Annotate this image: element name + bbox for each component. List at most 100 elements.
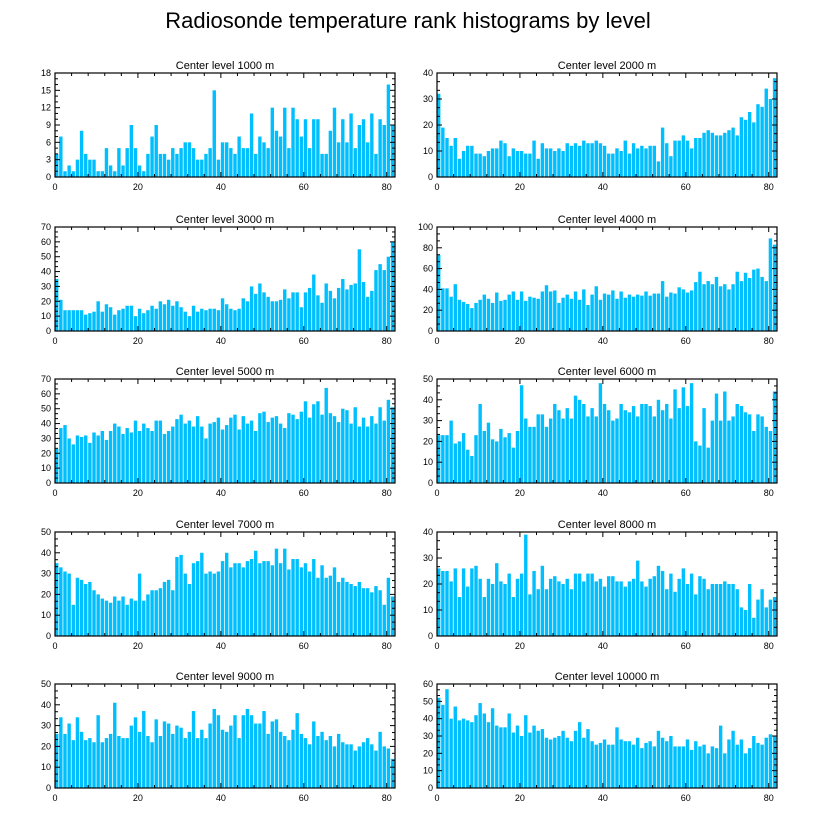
- bar: [511, 291, 516, 331]
- bar: [673, 591, 677, 636]
- bar: [694, 594, 698, 636]
- bar: [739, 739, 744, 788]
- bar: [100, 431, 105, 483]
- bar: [752, 617, 756, 636]
- bar: [262, 142, 266, 177]
- bar: [756, 414, 760, 483]
- bar: [482, 597, 487, 636]
- bar: [96, 301, 100, 331]
- bar: [307, 571, 312, 636]
- bar: [495, 292, 499, 331]
- bar: [245, 301, 250, 331]
- bar: [353, 148, 357, 177]
- y-tick-label: 15: [41, 85, 51, 95]
- bar: [536, 589, 540, 636]
- bar: [437, 255, 441, 331]
- bar: [478, 299, 482, 331]
- bar: [511, 148, 516, 177]
- panel-frame: [54, 378, 396, 484]
- panel-title: Center level 2000 m: [558, 60, 656, 72]
- bar: [532, 571, 536, 636]
- bar: [200, 552, 204, 636]
- y-tick-label: 30: [423, 94, 433, 104]
- bar: [390, 407, 395, 483]
- bar: [59, 717, 63, 788]
- panel-9: Center level 9000 m 0 20 40 60 80 0 10 20 30 40 50: [41, 671, 396, 803]
- bar: [291, 414, 295, 483]
- bar: [254, 293, 258, 331]
- bar: [470, 455, 474, 483]
- chart-main-title: Radiosonde temperature rank histograms b…: [165, 8, 651, 33]
- bar: [187, 142, 192, 177]
- x-tick-label: 20: [515, 182, 525, 192]
- bar: [175, 301, 179, 331]
- bar: [652, 746, 657, 788]
- bar: [515, 151, 520, 177]
- x-tick-label: 0: [52, 488, 57, 498]
- bar: [470, 568, 474, 636]
- bar: [586, 416, 590, 483]
- bar: [96, 435, 100, 483]
- bar: [756, 742, 760, 788]
- bar: [349, 423, 353, 483]
- x-tick-label: 60: [681, 641, 691, 651]
- bar: [258, 283, 262, 331]
- bar: [187, 420, 192, 483]
- bar: [88, 738, 92, 788]
- bar: [685, 140, 690, 177]
- bar: [249, 420, 254, 483]
- bar: [615, 298, 619, 331]
- bar: [577, 573, 582, 636]
- bar: [137, 165, 142, 177]
- bar: [183, 573, 187, 636]
- bar: [287, 413, 291, 483]
- bar: [200, 159, 204, 177]
- bar: [154, 719, 158, 788]
- bar: [96, 171, 100, 177]
- bar: [495, 441, 499, 483]
- bar: [303, 292, 308, 331]
- bar: [108, 165, 113, 177]
- bar: [577, 299, 582, 331]
- bar: [229, 567, 233, 636]
- bar: [191, 305, 196, 331]
- bar: [710, 132, 715, 177]
- bar: [656, 161, 661, 177]
- x-tick-label: 60: [681, 488, 691, 498]
- bar: [561, 151, 565, 177]
- bar: [453, 706, 457, 788]
- bar: [437, 697, 441, 788]
- bar: [166, 431, 171, 483]
- bar: [55, 733, 59, 788]
- bar: [59, 567, 63, 636]
- x-tick-label: 20: [515, 336, 525, 346]
- bar: [195, 416, 200, 483]
- bar: [627, 412, 632, 483]
- bar: [84, 314, 88, 331]
- bar: [540, 729, 545, 788]
- bar: [75, 435, 80, 483]
- bar: [441, 435, 445, 483]
- bar: [760, 276, 764, 331]
- bar: [764, 426, 768, 483]
- bar: [361, 281, 366, 331]
- bar: [291, 559, 295, 636]
- bar: [718, 584, 723, 636]
- y-tick-label: 6: [46, 137, 51, 147]
- bar: [113, 171, 117, 177]
- bar: [278, 563, 283, 636]
- bar: [382, 746, 386, 788]
- bar: [627, 581, 632, 636]
- bar: [166, 299, 171, 331]
- bar: [644, 742, 648, 788]
- bar: [611, 420, 615, 483]
- bar: [278, 136, 283, 177]
- bar: [735, 271, 739, 331]
- bar: [524, 534, 528, 636]
- bar: [270, 107, 275, 177]
- bar: [233, 310, 237, 331]
- bar: [519, 736, 524, 788]
- bar: [332, 416, 337, 483]
- bar: [249, 113, 254, 177]
- bar: [760, 589, 764, 636]
